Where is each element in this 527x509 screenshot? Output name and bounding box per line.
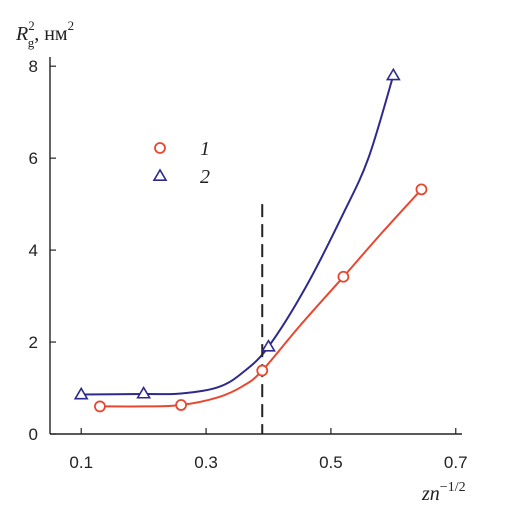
y-tick-label: 4 <box>29 241 38 260</box>
legend-marker-2 <box>152 168 168 181</box>
series-1-point <box>415 183 428 196</box>
legend-label-1: 1 <box>200 138 210 160</box>
axes <box>49 57 462 435</box>
legend-label-2: 2 <box>200 166 210 188</box>
x-tick-label: 0.5 <box>319 453 343 472</box>
legend: 12 <box>152 138 210 188</box>
x-tick-label: 0.7 <box>444 453 468 472</box>
series-1-point <box>337 270 350 283</box>
legend-marker-1 <box>154 142 166 154</box>
y-axis-title-text: R2 g, нм2 <box>15 18 74 50</box>
y-tick-label: 2 <box>29 333 38 352</box>
y-axis-title: R2 g, нм2 <box>15 18 74 50</box>
series-1-point <box>94 400 106 413</box>
series-1-line <box>99 188 423 408</box>
y-tick-label: 6 <box>29 149 38 168</box>
series-2-point <box>136 385 152 399</box>
x-tick-label: 0.3 <box>194 453 218 472</box>
curves <box>81 75 423 408</box>
x-axis-title: zn−1/2 <box>421 480 466 505</box>
series-2-point <box>385 67 401 81</box>
series-2-point <box>261 339 276 352</box>
series-1-point <box>175 399 187 411</box>
x-tick-label: 0.1 <box>69 453 93 472</box>
x-axis-title-text: zn−1/2 <box>421 480 466 505</box>
series-2-line <box>81 75 395 396</box>
y-tick-label: 0 <box>29 425 38 444</box>
series-1-point <box>256 364 269 377</box>
markers <box>73 67 428 413</box>
y-tick-label: 8 <box>29 57 38 76</box>
ticks: 0 2 4 6 8 0.1 0.3 0.5 0.7 <box>29 57 468 472</box>
series-2-point <box>73 386 89 400</box>
